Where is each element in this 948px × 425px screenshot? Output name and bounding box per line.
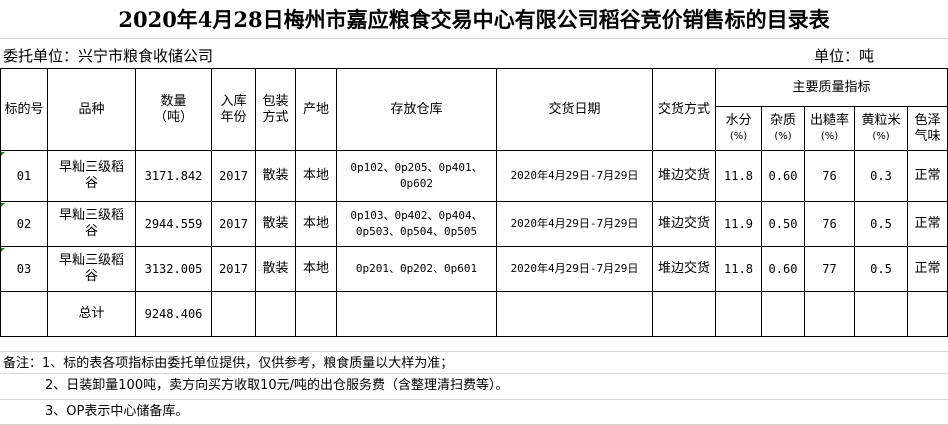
cell-pack: 散装 — [255, 246, 296, 292]
page-title: 2020年4月28日梅州市嘉应粮食交易中心有限公司稻谷竞价销售标的目录表 — [0, 0, 948, 39]
cell-pack: 散装 — [255, 150, 296, 202]
cell-date: 2020年4月29日-7月29日 — [496, 201, 653, 247]
header-date: 交货日期 — [496, 68, 653, 151]
unit-label: 单位：吨 — [814, 47, 875, 65]
cell-impurity: 0.60 — [761, 246, 805, 292]
table-row: 01 早籼三级稻谷 3171.842 2017 散装 本地 0p102、0p205、0p40… — [0, 150, 948, 202]
cell-year: 2017 — [211, 150, 256, 202]
header-year: 入库 年份 — [211, 68, 256, 151]
cell-date: 2020年4月29日-7月29日 — [496, 150, 653, 202]
cell-marker — [1, 248, 5, 252]
cell-qty: 3171.842 — [135, 150, 212, 202]
total-label: 总计 — [47, 291, 136, 337]
cell-pack: 散装 — [255, 201, 296, 247]
cell-qty: 3132.005 — [135, 246, 212, 292]
cell-marker — [1, 152, 5, 156]
cell-variety: 早籼三级稻谷 — [47, 150, 136, 202]
header-variety: 品种 — [47, 68, 136, 151]
cell-moisture: 11.9 — [715, 201, 762, 247]
cell-color: 正常 — [907, 150, 948, 202]
header-lot: 标的号 — [0, 68, 48, 151]
header-quality-2: 出糙率 (%) — [804, 106, 855, 151]
cell-warehouse: 0p102、0p205、0p401、0p602 — [336, 150, 497, 202]
lot-table: 标的号 品种 数量 （吨） 入库 年份 包装 方式 产地 存放仓库 交货日期 交货方式… — [0, 68, 948, 337]
table-row: 03 早籼三级稻谷 3132.005 2017 散装 本地 0p201、0p202、0p60… — [0, 246, 948, 292]
cell-lot: 02 — [0, 201, 48, 247]
header-origin: 产地 — [295, 68, 337, 151]
cell-warehouse: 0p103、0p402、0p404、0p503、0p504、0p505 — [336, 201, 497, 247]
header-quality-1: 杂质 (%) — [761, 106, 805, 151]
cell-origin: 本地 — [295, 246, 337, 292]
cell-lot: 01 — [0, 150, 48, 202]
cell-lot: 03 — [0, 246, 48, 292]
notes: 备注：1、标的表各项指标由委托单位提供，仅供参考，粮食质量以大样为准； 2、日装… — [0, 337, 948, 425]
cell-date: 2020年4月29日-7月29日 — [496, 246, 653, 292]
header-quality: 主要质量指标 — [715, 68, 948, 107]
cell-impurity: 0.50 — [761, 201, 805, 247]
cell-origin: 本地 — [295, 201, 337, 247]
cell-yield: 76 — [804, 150, 855, 202]
total-row: 总计 9248.406 — [0, 291, 948, 337]
cell-variety: 早籼三级稻谷 — [47, 201, 136, 247]
note-2: 2、日装卸量100吨，卖方向买方收取10元/吨的出仓服务费（含整理清扫费等）。 — [0, 374, 948, 400]
cell-yellow: 0.5 — [854, 246, 908, 292]
cell-delivery: 堆边交货 — [652, 246, 716, 292]
header-quality-0: 水分 (%) — [715, 106, 762, 151]
header-qty: 数量 （吨） — [135, 68, 212, 151]
header-delivery: 交货方式 — [652, 68, 716, 151]
cell-moisture: 11.8 — [715, 246, 762, 292]
header-quality-4: 色泽 气味 — [907, 106, 948, 151]
cell-warehouse: 0p201、0p202、0p601 — [336, 246, 497, 292]
consignor-label: 委托单位：兴宁市粮食收储公司 — [3, 47, 214, 65]
total-qty: 9248.406 — [135, 291, 212, 337]
cell-yellow: 0.5 — [854, 201, 908, 247]
cell-variety: 早籼三级稻谷 — [47, 246, 136, 292]
cell-moisture: 11.8 — [715, 150, 762, 202]
header-quality-3: 黄粒米 (%) — [854, 106, 908, 151]
table-row: 02 早籼三级稻谷 2944.559 2017 散装 本地 0p103、0p402、0p40… — [0, 201, 948, 247]
note-3: 3、OP表示中心储备库。 — [0, 400, 948, 425]
cell-qty: 2944.559 — [135, 201, 212, 247]
cell-color: 正常 — [907, 246, 948, 292]
cell-origin: 本地 — [295, 150, 337, 202]
header-warehouse: 存放仓库 — [336, 68, 497, 151]
header-pack: 包装 方式 — [255, 68, 296, 151]
cell-yellow: 0.3 — [854, 150, 908, 202]
cell-yield: 76 — [804, 201, 855, 247]
cell-yield: 77 — [804, 246, 855, 292]
cell-year: 2017 — [211, 201, 256, 247]
cell-color: 正常 — [907, 201, 948, 247]
cell-impurity: 0.60 — [761, 150, 805, 202]
note-1: 备注：1、标的表各项指标由委托单位提供，仅供参考，粮食质量以大样为准； — [0, 352, 948, 374]
cell-marker — [1, 203, 5, 207]
cell-year: 2017 — [211, 246, 256, 292]
cell-delivery: 堆边交货 — [652, 150, 716, 202]
cell-delivery: 堆边交货 — [652, 201, 716, 247]
